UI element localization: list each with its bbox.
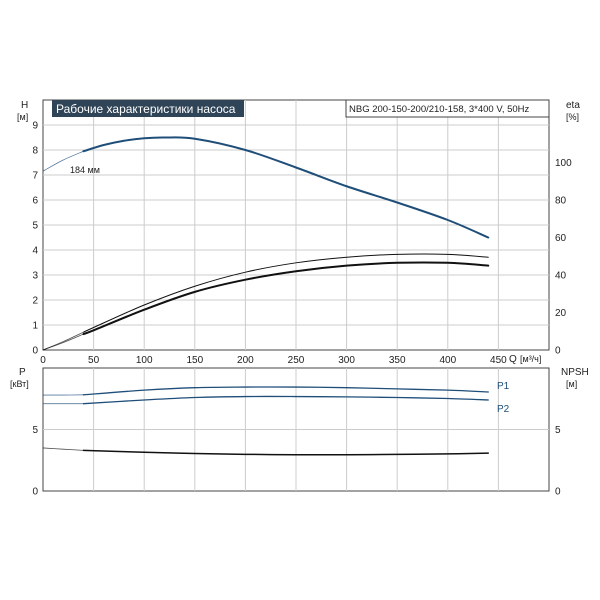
left-tick-label: 6 bbox=[32, 196, 38, 207]
curve-eta_thick-extrapolated bbox=[42, 333, 84, 351]
p-axis-label: P bbox=[19, 367, 26, 378]
x-tick-label: 0 bbox=[40, 355, 46, 366]
x-tick-label: 400 bbox=[439, 355, 456, 366]
right-tick-label: 0 bbox=[555, 487, 561, 498]
h-axis-label: H bbox=[21, 100, 28, 111]
x-tick-label: 250 bbox=[288, 355, 305, 366]
left-tick-label: 3 bbox=[32, 271, 38, 282]
eta-axis-unit: [%] bbox=[566, 112, 579, 122]
q-axis-unit: [м³/ч] bbox=[520, 354, 541, 364]
right-tick-label: 0 bbox=[555, 346, 561, 357]
left-tick-label: 4 bbox=[32, 246, 38, 257]
left-tick-label: 7 bbox=[32, 171, 38, 182]
chart-title: Рабочие характеристики насоса bbox=[56, 102, 236, 116]
curve-NPSH-extrapolated bbox=[42, 447, 84, 451]
chart-title-box bbox=[52, 100, 244, 117]
top-curves bbox=[42, 136, 490, 351]
model-box bbox=[345, 99, 550, 118]
npsh-axis-unit: [м] bbox=[566, 379, 577, 389]
curve-NPSH bbox=[82, 449, 490, 456]
pump-model: NBG 200-150-200/210-158, 3*400 V, 50Hz bbox=[349, 104, 530, 115]
x-tick-label: 350 bbox=[389, 355, 406, 366]
curve-eta_thin bbox=[82, 253, 489, 333]
left-tick-label: 5 bbox=[32, 425, 38, 436]
h-axis-unit: [м] bbox=[17, 112, 28, 122]
x-tick-label: 150 bbox=[186, 355, 203, 366]
impeller-diameter-label: 184 мм bbox=[70, 165, 100, 175]
eta-axis-label: eta bbox=[566, 100, 580, 111]
x-tick-label: 450 bbox=[490, 355, 507, 366]
x-tick-label: 50 bbox=[88, 355, 100, 366]
left-tick-label: 0 bbox=[32, 487, 38, 498]
right-tick-label: 20 bbox=[555, 308, 567, 319]
series-label-p1: P1 bbox=[497, 381, 510, 392]
q-axis-label: Q bbox=[509, 354, 517, 365]
npsh-axis-label: NPSH bbox=[561, 367, 589, 378]
curve-eta_thick bbox=[82, 261, 490, 336]
curve-H bbox=[82, 136, 490, 239]
bottom-tick-labels: 0 5 0 5 bbox=[32, 425, 561, 498]
left-tick-label: 0 bbox=[32, 346, 38, 357]
right-tick-label: 5 bbox=[555, 425, 561, 436]
right-tick-label: 40 bbox=[555, 270, 567, 281]
bottom-curves bbox=[42, 386, 490, 456]
right-tick-label: 60 bbox=[555, 233, 567, 244]
curve-P1 bbox=[82, 386, 489, 396]
left-tick-label: 2 bbox=[32, 296, 38, 307]
p-axis-unit: [кВт] bbox=[10, 379, 29, 389]
top-grid bbox=[43, 100, 549, 350]
curve-P2 bbox=[82, 395, 489, 405]
x-tick-label: 100 bbox=[136, 355, 153, 366]
right-tick-label: 100 bbox=[555, 158, 572, 169]
series-label-p2: P2 bbox=[497, 404, 510, 415]
left-tick-label: 5 bbox=[32, 221, 38, 232]
top-tick-labels: 0 1 2 3 4 5 6 7 8 9 0 20 40 60 80 100 0 50 100 150 200 250 300… bbox=[32, 121, 572, 367]
left-tick-label: 8 bbox=[32, 146, 38, 157]
left-tick-label: 1 bbox=[32, 321, 38, 332]
right-tick-label: 80 bbox=[555, 195, 567, 206]
left-tick-label: 9 bbox=[32, 121, 38, 132]
x-tick-label: 300 bbox=[338, 355, 355, 366]
x-tick-label: 200 bbox=[237, 355, 254, 366]
